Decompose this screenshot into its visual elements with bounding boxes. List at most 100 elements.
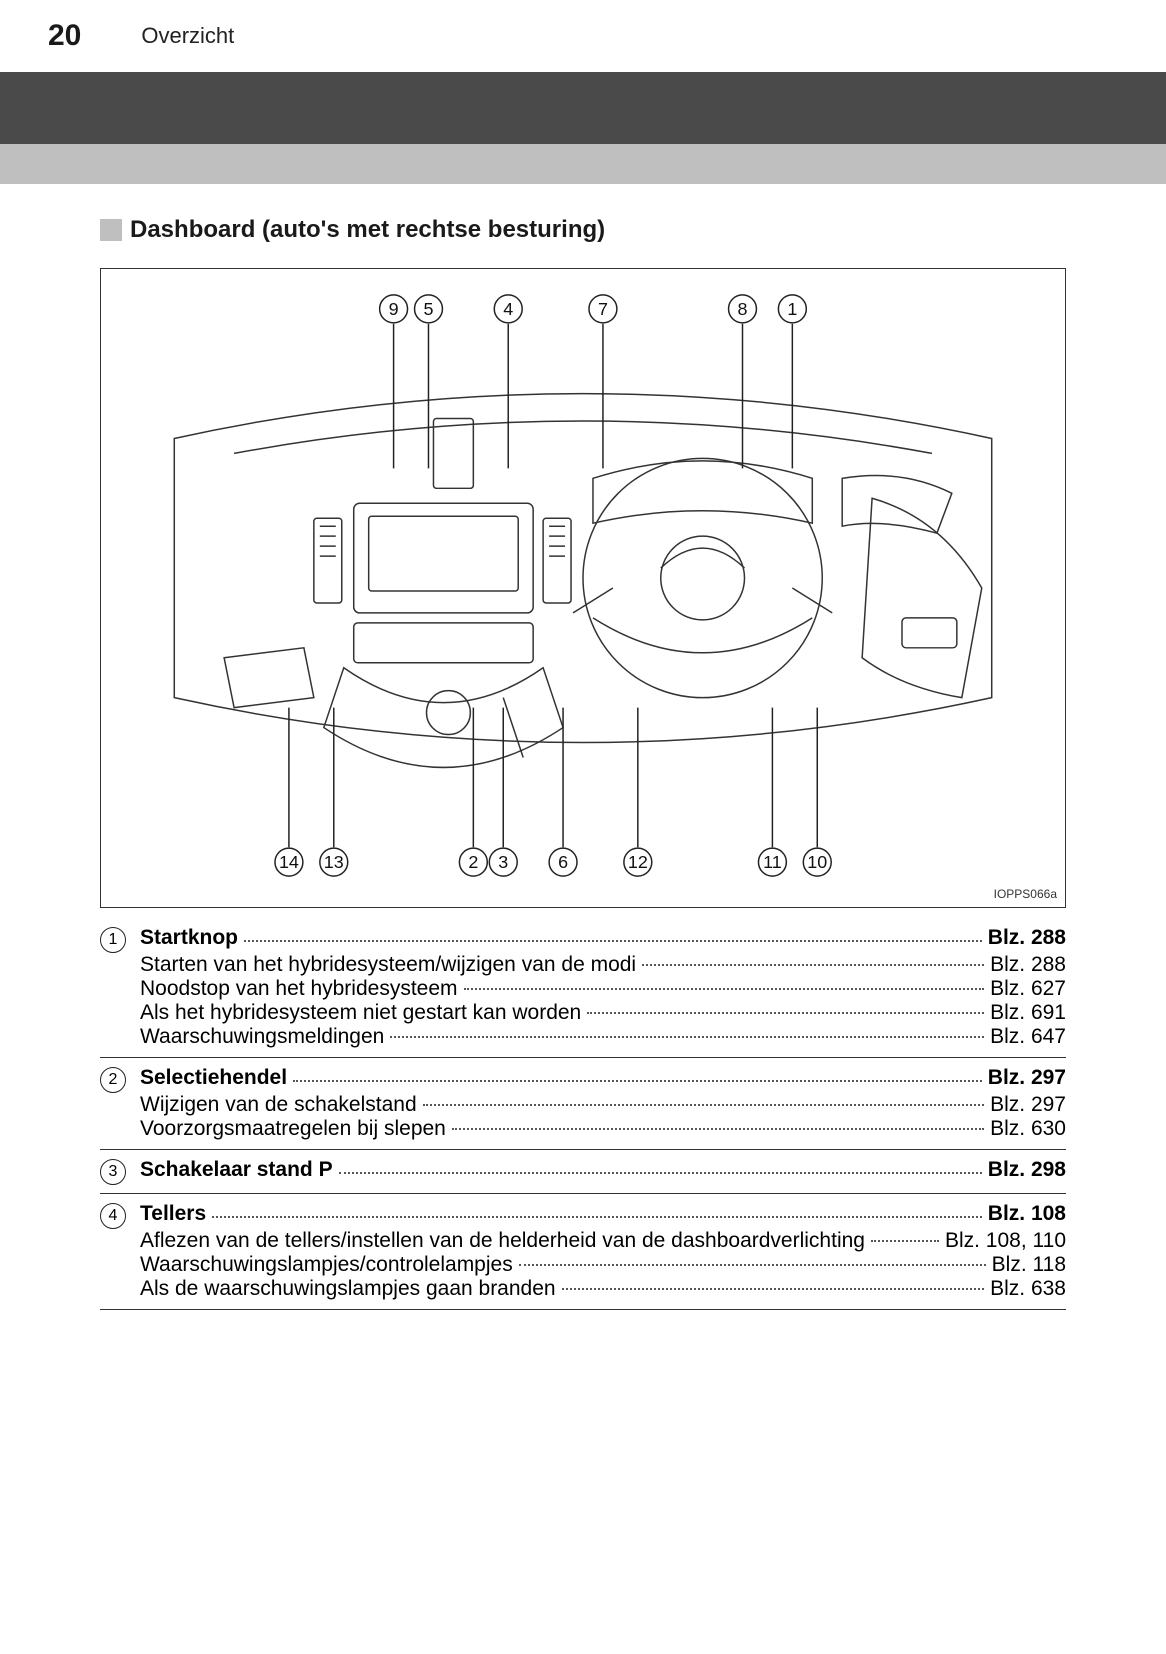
legend-title-row: 3 Schakelaar stand P Blz. 298 — [100, 1158, 1066, 1185]
leader-dots — [642, 964, 984, 966]
callout-12: 12 — [624, 848, 652, 876]
legend-title-row: 4 Tellers Blz. 108 — [100, 1202, 1066, 1229]
svg-text:1: 1 — [787, 299, 797, 319]
svg-text:3: 3 — [498, 852, 508, 872]
legend-sub-row: Wijzigen van de schakelstand Blz. 297 — [100, 1093, 1066, 1117]
svg-text:6: 6 — [558, 852, 568, 872]
heading-bullet-icon — [100, 219, 122, 241]
header-grey-band — [0, 144, 1166, 184]
callout-9: 9 — [380, 295, 408, 323]
callout-5: 5 — [415, 295, 443, 323]
svg-text:13: 13 — [324, 852, 344, 872]
legend-sub-row: Noodstop van het hybridesysteem Blz. 627 — [100, 977, 1066, 1001]
callout-2: 2 — [459, 848, 487, 876]
legend-sub-label: Noodstop van het hybridesysteem — [140, 977, 458, 1001]
svg-text:5: 5 — [423, 299, 433, 319]
legend-sub-ref: Blz. 638 — [990, 1277, 1066, 1301]
leader-dots — [244, 940, 982, 942]
section-title: Overzicht — [141, 23, 234, 49]
heading-text: Dashboard (auto's met rechtse besturing) — [130, 216, 605, 244]
legend-sub-label: Wijzigen van de schakelstand — [140, 1093, 417, 1117]
svg-text:11: 11 — [763, 852, 782, 872]
legend-sub-ref: Blz. 118 — [992, 1253, 1066, 1277]
page-header: 20 Overzicht — [0, 0, 1166, 72]
section-heading: Dashboard (auto's met rechtse besturing) — [100, 216, 1066, 244]
legend-sub-row: Starten van het hybridesysteem/wijzigen … — [100, 953, 1066, 977]
legend-sub-label: Als de waarschuwingslampjes gaan branden — [140, 1277, 556, 1301]
leader-dots — [339, 1172, 982, 1174]
leader-dots — [452, 1128, 984, 1130]
leader-dots — [390, 1036, 984, 1038]
legend-number-4: 4 — [100, 1203, 126, 1229]
legend-title-row: 1 Startknop Blz. 288 — [100, 926, 1066, 953]
legend-title: Startknop — [140, 926, 238, 950]
page-number: 20 — [48, 19, 81, 53]
callout-11: 11 — [758, 848, 786, 876]
callout-3: 3 — [489, 848, 517, 876]
svg-text:8: 8 — [738, 299, 748, 319]
legend-title-ref: Blz. 298 — [988, 1158, 1066, 1182]
callout-6: 6 — [549, 848, 577, 876]
legend-sub-ref: Blz. 630 — [990, 1117, 1066, 1141]
svg-text:14: 14 — [279, 852, 299, 872]
dashboard-line-drawing: 9 5 4 7 8 1 14 13 23 6 12 11 10 — [101, 269, 1065, 907]
page-content: Dashboard (auto's met rechtse besturing) — [0, 184, 1166, 1310]
legend-list: 1 Startknop Blz. 288 Starten van het hybrid… — [100, 918, 1066, 1310]
legend-group-2: 2SelectiehendelBlz. 297Wijzigen van de s… — [100, 1058, 1066, 1150]
legend-sub-label: Aflezen van de tellers/instellen van de … — [140, 1229, 865, 1253]
callout-4: 4 — [494, 295, 522, 323]
svg-text:10: 10 — [807, 852, 827, 872]
legend-sub-label: Starten van het hybridesysteem/wijzigen … — [140, 953, 636, 977]
legend-sub-row: Waarschuwingsmeldingen Blz. 647 — [100, 1025, 1066, 1049]
legend-group-3: 3 Schakelaar stand P Blz. 298 — [100, 1150, 1066, 1194]
legend-group-1: 1 Startknop Blz. 288 Starten van het hybrid… — [100, 918, 1066, 1058]
callout-1: 1 — [778, 295, 806, 323]
leader-dots — [423, 1104, 984, 1106]
legend-group-4: 4 Tellers Blz. 108 Aflezen van de tellers/i… — [100, 1194, 1066, 1310]
diagram-code: IOPPS066a — [994, 887, 1057, 901]
legend-number-1: 1 — [100, 927, 126, 953]
legend-sub-row: Als de waarschuwingslampjes gaan branden… — [100, 1277, 1066, 1301]
callout-10: 10 — [803, 848, 831, 876]
legend-title-ref: Blz. 288 — [988, 926, 1066, 950]
callout-8: 8 — [729, 295, 757, 323]
legend-title: Selectiehendel — [140, 1066, 287, 1090]
legend-sub-ref: Blz. 297 — [990, 1093, 1066, 1117]
legend-sub-ref: Blz. 108, 110 — [945, 1229, 1066, 1253]
legend-number-2: 2 — [100, 1067, 126, 1093]
legend-sub-label: Als het hybridesysteem niet gestart kan … — [140, 1001, 581, 1025]
legend-sub-ref: Blz. 288 — [990, 953, 1066, 977]
legend-sub-label: Voorzorgsmaatregelen bij slepen — [140, 1117, 446, 1141]
legend-sub-label: Waarschuwingslampjes/controlelampjes — [140, 1253, 513, 1277]
svg-text:2: 2 — [468, 852, 478, 872]
legend-title: Schakelaar stand P — [140, 1158, 333, 1182]
legend-sub-ref: Blz. 647 — [990, 1025, 1066, 1049]
dashboard-diagram: 9 5 4 7 8 1 14 13 23 6 12 11 10 IOPPS066a — [100, 268, 1066, 908]
leader-dots — [519, 1264, 986, 1266]
leader-dots — [464, 988, 985, 990]
header-dark-band — [0, 72, 1166, 144]
legend-sub-row: Voorzorgsmaatregelen bij slepen Blz. 630 — [100, 1117, 1066, 1141]
callout-7: 7 — [589, 295, 617, 323]
callout-14: 14 — [275, 848, 303, 876]
svg-text:4: 4 — [503, 299, 513, 319]
leader-dots — [871, 1240, 939, 1242]
svg-text:9: 9 — [389, 299, 399, 319]
legend-title-ref: Blz. 297 — [988, 1066, 1066, 1090]
leader-dots — [212, 1216, 982, 1218]
leader-dots — [293, 1080, 982, 1082]
svg-text:12: 12 — [628, 852, 648, 872]
legend-sub-row: Waarschuwingslampjes/controlelampjes Blz.… — [100, 1253, 1066, 1277]
legend-number-3: 3 — [100, 1159, 126, 1185]
legend-sub-ref: Blz. 691 — [990, 1001, 1066, 1025]
legend-sub-row: Aflezen van de tellers/instellen van de … — [100, 1229, 1066, 1253]
legend-sub-ref: Blz. 627 — [990, 977, 1066, 1001]
legend-sub-label: Waarschuwingsmeldingen — [140, 1025, 384, 1049]
leader-dots — [587, 1012, 984, 1014]
legend-title: Tellers — [140, 1202, 206, 1226]
legend-title-ref: Blz. 108 — [988, 1202, 1066, 1226]
svg-text:7: 7 — [598, 299, 608, 319]
legend-sub-row: Als het hybridesysteem niet gestart kan … — [100, 1001, 1066, 1025]
callout-13: 13 — [320, 848, 348, 876]
legend-title-row: 2 Selectiehendel Blz. 297 — [100, 1066, 1066, 1093]
